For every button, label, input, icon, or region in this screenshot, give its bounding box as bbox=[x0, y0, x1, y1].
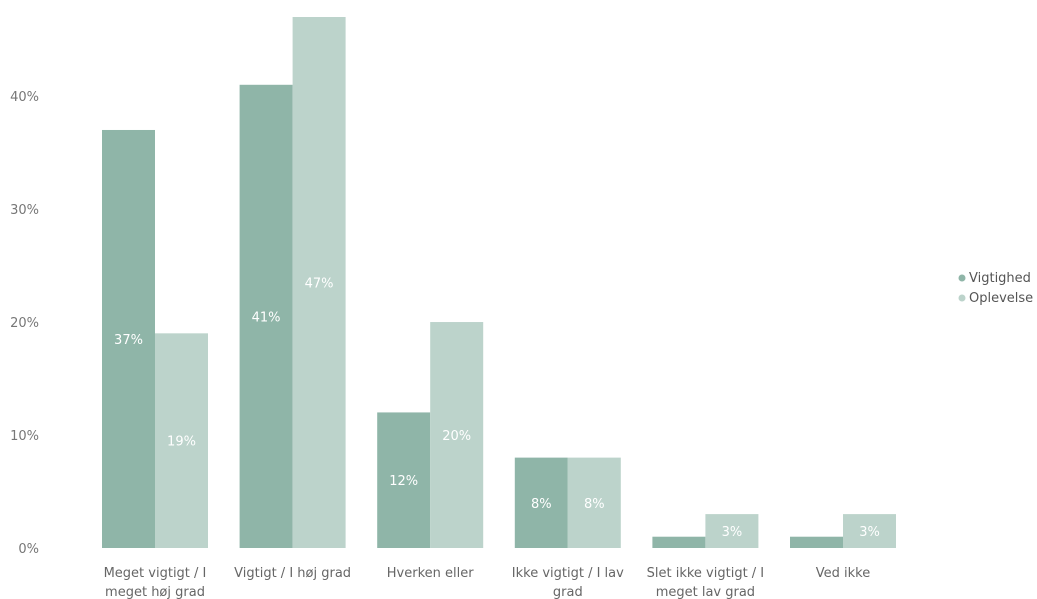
bars bbox=[102, 17, 896, 548]
bar-oplevelse-5 bbox=[843, 514, 896, 548]
data-label-oplevelse-2: 20% bbox=[442, 429, 471, 444]
x-category-label: Slet ikke vigtigt / I bbox=[647, 566, 765, 581]
bar-oplevelse-1 bbox=[292, 17, 346, 548]
bar-vigtighed-1 bbox=[239, 84, 293, 548]
y-tick-label: 30% bbox=[10, 203, 39, 218]
bar-vigtighed-3 bbox=[514, 457, 568, 548]
data-label-oplevelse-0: 19% bbox=[167, 435, 196, 450]
data-label-oplevelse-1: 47% bbox=[305, 277, 334, 292]
x-category-label: grad bbox=[553, 585, 583, 599]
legend: Vigtighed Oplevelse bbox=[958, 271, 1033, 306]
x-category-label: Vigtigt / I høj grad bbox=[234, 566, 351, 581]
bar-oplevelse-4 bbox=[705, 514, 759, 548]
data-label-vigtighed-0: 37% bbox=[114, 333, 143, 348]
data-label-vigtighed-2: 12% bbox=[389, 474, 418, 489]
x-category-label: Hverken eller bbox=[387, 566, 474, 581]
bar-vigtighed-0 bbox=[102, 129, 155, 548]
data-label-oplevelse-3: 8% bbox=[584, 497, 605, 512]
x-category-label: Ved ikke bbox=[816, 566, 870, 581]
legend-label-vigtighed: Vigtighed bbox=[969, 271, 1031, 286]
x-axis: Meget vigtigt / I meget høj grad Vigtigt /… bbox=[104, 566, 871, 599]
data-label-oplevelse-4: 3% bbox=[722, 525, 743, 540]
y-tick-label: 40% bbox=[10, 90, 39, 105]
bar-vigtighed-4 bbox=[652, 536, 706, 548]
bar-oplevelse-3 bbox=[567, 457, 621, 548]
x-category-label: meget høj grad bbox=[105, 585, 205, 599]
y-tick-label: 0% bbox=[18, 542, 39, 557]
bar-vigtighed-2 bbox=[377, 412, 431, 548]
bar-oplevelse-0 bbox=[155, 333, 208, 548]
x-category-label: meget lav grad bbox=[656, 585, 755, 599]
y-tick-label: 10% bbox=[10, 429, 39, 444]
x-category-label: Meget vigtigt / I bbox=[104, 566, 207, 581]
bar-vigtighed-5 bbox=[790, 536, 843, 548]
legend-marker-oplevelse bbox=[958, 294, 966, 302]
bar-oplevelse-2 bbox=[430, 322, 484, 548]
data-label-oplevelse-5: 3% bbox=[859, 525, 880, 540]
data-label-vigtighed-1: 41% bbox=[252, 310, 281, 325]
data-label-vigtighed-3: 8% bbox=[531, 497, 552, 512]
y-tick-label: 20% bbox=[10, 316, 39, 331]
y-axis: 0% 10% 20% 30% 40% bbox=[10, 90, 39, 557]
x-category-label: Ikke vigtigt / I lav bbox=[512, 566, 624, 581]
legend-marker-vigtighed bbox=[958, 274, 966, 282]
data-labels: 37% 19% 41% 47% 12% 20% 8% 8% 3% 3% bbox=[114, 277, 880, 541]
legend-label-oplevelse: Oplevelse bbox=[969, 291, 1033, 306]
